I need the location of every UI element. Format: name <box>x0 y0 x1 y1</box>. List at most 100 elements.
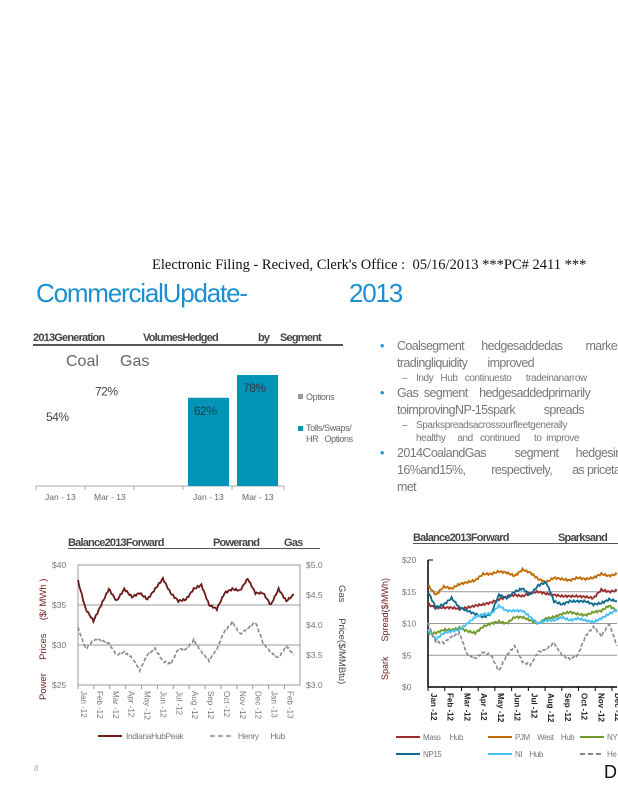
x-tick-label: Nov -12 <box>238 691 247 720</box>
x-tick-label: Mar - 13 <box>94 492 126 502</box>
series-line-np15 <box>427 580 618 619</box>
y2-tick-label: $3.0 <box>306 680 323 690</box>
legend-label: PJM West Hub <box>515 733 575 742</box>
x-tick-label: Jun -12 <box>158 691 167 718</box>
legend-swatch-options <box>298 394 303 399</box>
x-tick-label: Mar - 13 <box>242 492 274 502</box>
y-axis-label: Spark Spread($/MWh) <box>380 578 390 680</box>
legend-swatch-tolls <box>298 426 303 431</box>
y-tick-label: $25 <box>52 680 66 690</box>
y-tick-label: $30 <box>52 640 66 650</box>
data-label: 72% <box>95 385 118 399</box>
y-axis-label: Power Prices ($/ MWh ) <box>38 579 49 700</box>
power-heading-3: Gas <box>284 537 303 549</box>
x-tick-label: Jan -13 <box>270 691 279 718</box>
x-tick-label: Feb -13 <box>285 691 294 719</box>
y2-tick-label: $5.0 <box>306 560 323 570</box>
y-tick-label: $20 <box>402 555 416 565</box>
legend-label: Mass Hub <box>423 733 464 742</box>
x-tick-label: Jan -12 <box>429 693 438 721</box>
x-tick-label: Oct -12 <box>580 693 589 721</box>
legend-label: NYI <box>607 733 618 742</box>
series-line-henry-hub <box>77 619 295 674</box>
x-tick-label: Oct -12 <box>222 691 231 718</box>
x-tick-label: Feb -12 <box>446 693 455 722</box>
y2-axis-label: Gas Price($/MMBtu) <box>336 585 347 684</box>
legend-label: NP15 <box>423 750 442 759</box>
sparks-heading-2: Sparksand <box>558 532 608 544</box>
series-line-ni-hub <box>427 602 618 642</box>
y-tick-label: $0 <box>402 682 412 692</box>
power-heading-2: Powerand <box>213 537 260 549</box>
sparks-heading-underline <box>413 543 618 544</box>
hedge-heading-underline <box>33 344 343 346</box>
y-tick-label: $40 <box>52 560 66 570</box>
hedge-heading-4: Segment <box>280 332 322 344</box>
bullet-item: 2014CoalandGas segment hedgesinc 16%and1… <box>380 445 618 496</box>
series-line-nyi <box>427 604 618 636</box>
x-tick-label: Nov -12 <box>596 693 605 722</box>
segment-coal: Coal <box>66 353 99 370</box>
x-tick-label: Jul -12 <box>529 693 538 719</box>
bullet-item: Coalsegment hedgesaddedas marke tradingl… <box>380 338 618 372</box>
bullet-item: Gas segment hedgesaddedprimarily toimpro… <box>380 385 618 419</box>
bullet-list: Coalsegment hedgesaddedas marke tradingl… <box>380 338 618 496</box>
y2-tick-label: $4.0 <box>306 620 323 630</box>
hedge-heading-3: by <box>258 332 270 344</box>
x-tick-label: Aug -12 <box>190 691 199 720</box>
power-heading-1: Balance2013Forward <box>68 537 164 549</box>
segment-gas: Gas <box>120 353 150 370</box>
legend-label-options: Options <box>306 392 335 402</box>
x-tick-label: Sep -12 <box>206 691 215 720</box>
data-label: 54% <box>46 410 69 424</box>
sub-bullet-item: Sparkspreadsacrossourfleetgenerally heal… <box>380 419 618 445</box>
y-tick-label: $10 <box>402 619 416 629</box>
page-title-year: 2013 <box>349 278 403 308</box>
x-tick-label: Jun -12 <box>513 693 522 722</box>
x-tick-label: Jan -12 <box>79 691 88 718</box>
bar-tolls-swaps <box>237 375 278 486</box>
legend-label-tolls: Tolls/Swaps/HR Options <box>306 423 354 444</box>
x-tick-label: Mar -12 <box>111 691 120 719</box>
x-tick-label: Jan - 13 <box>45 492 76 502</box>
y-tick-label: $15 <box>402 587 416 597</box>
x-tick-label: Aug -12 <box>546 693 555 723</box>
hedge-heading-1: 2013Generation <box>33 332 105 344</box>
series-line-he <box>427 622 618 672</box>
page-number: 8 <box>34 764 39 773</box>
sub-bullet-item: Indy Hub continuesto tradeinanarrow <box>380 372 618 385</box>
bar-tolls-swaps <box>188 397 229 486</box>
y2-tick-label: $3.5 <box>306 650 323 660</box>
legend-label-indiana: IndianaHubPeak <box>126 731 184 741</box>
legend-label: He <box>607 750 617 759</box>
x-tick-label: Dec -12 <box>254 691 263 720</box>
x-tick-label: Dec -12 <box>613 693 618 722</box>
legend-label: NI Hub <box>515 750 544 759</box>
x-tick-label: Jul -12 <box>174 691 183 716</box>
sparks-heading-1: Balance2013Forward <box>413 532 509 544</box>
series-line-mass-hub <box>427 586 618 612</box>
x-tick-label: Jan - 13 <box>193 492 224 502</box>
x-tick-label: Mar -12 <box>462 693 471 722</box>
x-tick-label: May -12 <box>496 693 505 723</box>
series-line-pjm-west-hub <box>427 566 618 596</box>
y-tick-label: $5 <box>402 650 412 660</box>
data-label: 62% <box>194 404 217 418</box>
legend-label-henry: Henry Hub <box>238 731 286 741</box>
y2-tick-label: $4.5 <box>306 590 323 600</box>
data-label: 78% <box>243 381 266 395</box>
power-heading-underline <box>68 548 320 549</box>
x-tick-label: Feb -12 <box>95 691 104 719</box>
page-title: CommercialUpdate- <box>36 278 248 308</box>
series-line-indianahubpeak <box>77 575 295 625</box>
filing-stamp: Electronic Filing - Recived, Clerk's Off… <box>152 257 587 273</box>
x-tick-label: Apr -12 <box>479 693 488 721</box>
x-tick-label: Sep -12 <box>563 693 572 722</box>
x-tick-label: Apr -12 <box>127 691 136 718</box>
hedge-heading-2: VolumesHedged <box>143 332 219 344</box>
x-tick-label: May -12 <box>143 691 152 720</box>
y-tick-label: $35 <box>52 600 66 610</box>
